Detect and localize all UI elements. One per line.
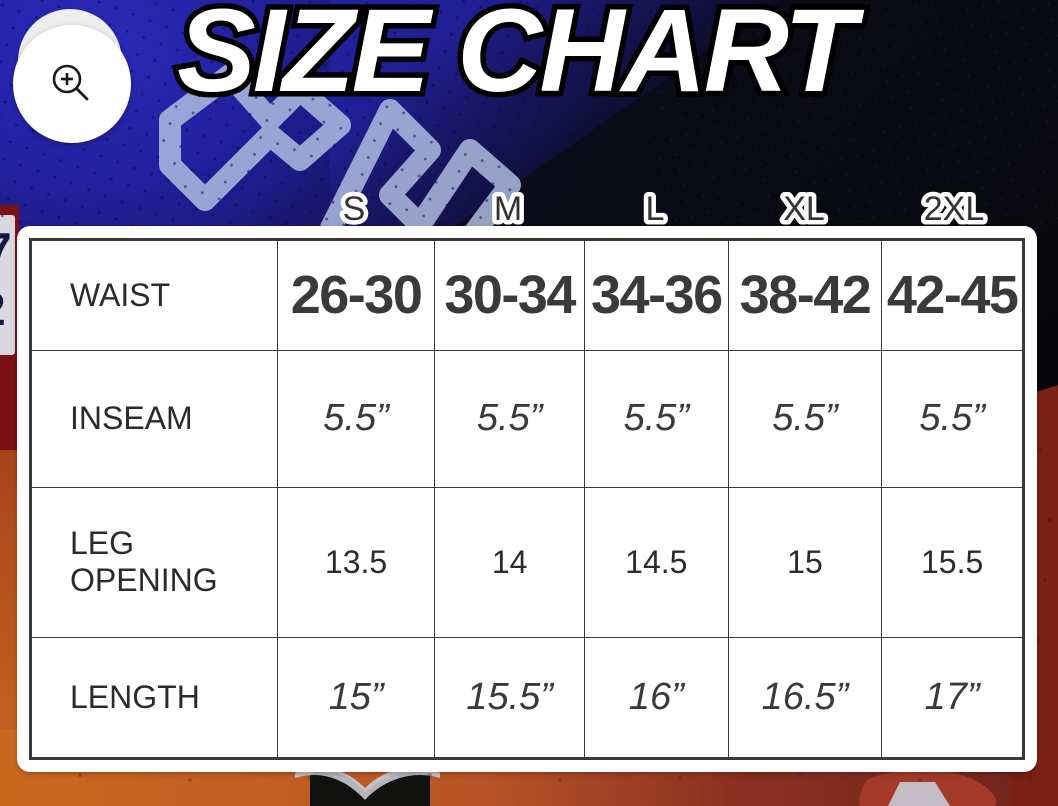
svg-text:2: 2	[0, 283, 6, 335]
svg-text:M: M	[494, 190, 522, 228]
svg-text:S: S	[343, 190, 366, 228]
svg-text:L: L	[646, 190, 665, 228]
svg-text:XL: XL	[783, 190, 825, 228]
svg-text:2XL: 2XL	[924, 190, 985, 228]
